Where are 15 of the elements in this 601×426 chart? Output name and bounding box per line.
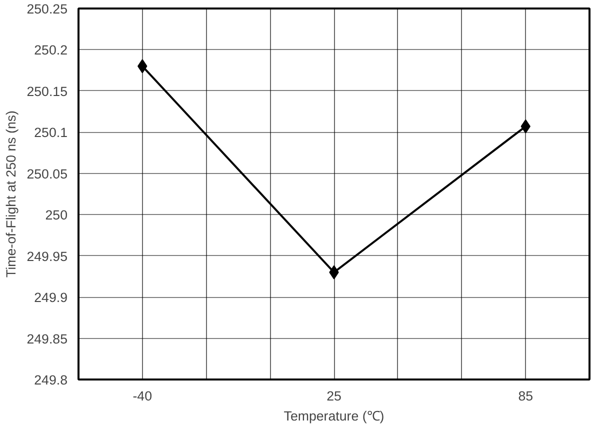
y-tick-label: 250.25 bbox=[26, 2, 68, 16]
y-tick-label: 250.15 bbox=[26, 84, 68, 99]
y-tick-label: 249.8 bbox=[34, 372, 68, 388]
y-axis-title: Time-of-Flight at 250 ns (ns) bbox=[4, 110, 19, 278]
x-axis-title: Temperature (℃) bbox=[284, 408, 384, 424]
y-tick-label: 250.2 bbox=[34, 42, 68, 58]
x-tick-label: -40 bbox=[132, 388, 152, 404]
x-tick-label: 85 bbox=[518, 388, 534, 404]
y-tick-label: 249.95 bbox=[26, 248, 68, 264]
y-tick-label: 249.9 bbox=[34, 290, 68, 306]
y-tick-label: 250.05 bbox=[26, 166, 68, 182]
x-tick-label: 25 bbox=[326, 388, 342, 404]
y-tick-label: 250 bbox=[45, 208, 68, 223]
y-tick-label: 249.85 bbox=[26, 331, 68, 346]
y-tick-label: 250.1 bbox=[34, 125, 68, 140]
